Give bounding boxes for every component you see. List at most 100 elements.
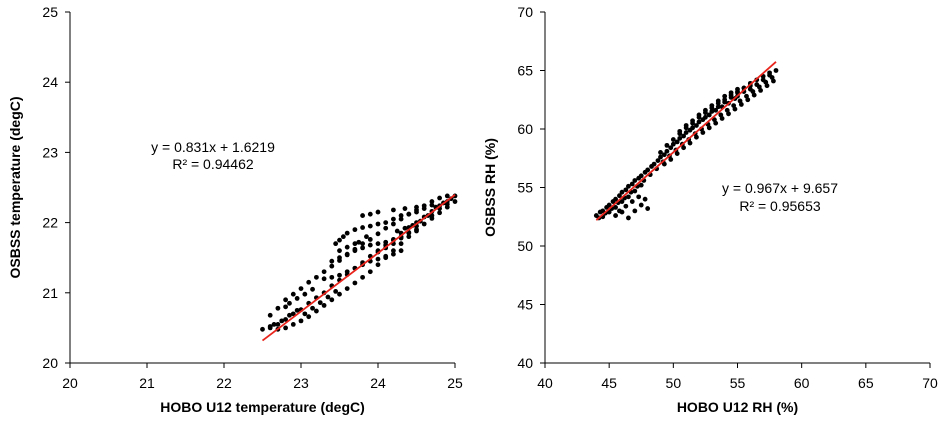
data-point (279, 318, 285, 324)
data-point (626, 194, 631, 200)
data-point (383, 225, 389, 231)
data-point (421, 206, 427, 211)
data-point (360, 213, 365, 218)
data-point (290, 321, 296, 327)
data-point (367, 242, 373, 248)
x-tick-label: 45 (601, 375, 617, 391)
temperature-scatter-chart: 20 21 22 23 24 25 20 21 22 23 24 25 HOBO U12 tempera… (7, 4, 463, 415)
data-point (452, 199, 458, 204)
data-point (444, 201, 450, 207)
data-point (617, 193, 622, 199)
y-axis-title: OSBSS temperature (degC) (7, 96, 23, 278)
data-point (329, 274, 335, 280)
data-point (352, 248, 358, 254)
data-point (706, 112, 712, 118)
data-point (283, 325, 288, 331)
data-point (298, 318, 304, 324)
y-tick-label: 45 (517, 297, 533, 313)
x-tick-label: 22 (216, 375, 232, 391)
data-point (294, 307, 300, 313)
x-tick-label: 40 (537, 375, 553, 391)
y-tick-label: 65 (517, 63, 533, 79)
data-point (632, 178, 638, 183)
data-point (302, 311, 308, 317)
data-point (715, 98, 721, 104)
data-point (414, 204, 419, 210)
data-point (683, 130, 689, 135)
data-point (645, 206, 651, 211)
data-point (613, 204, 618, 210)
data-point (713, 107, 719, 113)
data-point (745, 97, 751, 103)
data-point (375, 221, 381, 227)
data-point (294, 296, 300, 301)
data-point (709, 103, 715, 108)
data-point (367, 269, 373, 275)
data-point (383, 253, 389, 259)
data-point (722, 97, 728, 103)
y-tick-label: 25 (42, 4, 58, 20)
data-point (747, 86, 753, 92)
trendline-equation: y = 0.967x + 9.657 (722, 180, 838, 196)
data-point (283, 304, 288, 310)
data-point (367, 237, 373, 242)
data-point (610, 199, 616, 204)
data-point (398, 248, 404, 254)
data-point (700, 117, 706, 123)
data-point (690, 118, 695, 124)
data-point (632, 208, 638, 214)
data-point (402, 225, 408, 231)
data-point (314, 308, 319, 314)
data-point (267, 312, 273, 318)
data-point (735, 86, 740, 92)
data-point (619, 209, 625, 215)
data-point (325, 294, 331, 300)
data-point (636, 194, 642, 200)
data-point (429, 213, 435, 218)
data-point (364, 234, 369, 240)
data-point (687, 140, 693, 146)
y-tick-label: 23 (42, 144, 58, 160)
data-point (726, 111, 731, 117)
data-point (271, 321, 277, 327)
y-tick-label: 40 (517, 355, 533, 371)
data-point (306, 279, 312, 285)
rh-scatter-chart: 40 45 50 55 60 65 70 40 45 50 55 60 65 70 HOBO U12 RH … (482, 4, 938, 415)
data-point (344, 230, 350, 236)
data-point (310, 305, 315, 311)
x-axis-title: HOBO U12 temperature (degC) (160, 399, 365, 415)
data-point (310, 286, 315, 292)
r-squared-label: R² = 0.95653 (739, 198, 821, 214)
data-point (317, 300, 323, 306)
data-point (287, 300, 292, 306)
data-point (321, 303, 327, 308)
data-point (394, 228, 400, 234)
data-point (375, 262, 381, 268)
data-point (709, 109, 715, 114)
data-point (738, 102, 744, 107)
data-point (306, 314, 312, 320)
data-point (722, 93, 728, 99)
data-point (329, 258, 335, 264)
data-point (406, 234, 412, 240)
data-point (670, 141, 676, 147)
data-point (767, 72, 772, 78)
data-point (696, 119, 702, 125)
y-tick-label: 20 (42, 355, 58, 371)
data-point (352, 280, 358, 286)
data-point (352, 241, 358, 247)
data-point (398, 216, 404, 222)
x-tick-label: 70 (922, 375, 938, 391)
data-point (302, 291, 308, 297)
data-point (414, 209, 419, 215)
x-tick-label: 50 (666, 375, 682, 391)
y-tick-label: 70 (517, 4, 533, 20)
data-point (629, 181, 635, 187)
data-point (437, 210, 442, 216)
trendline (595, 61, 777, 221)
data-point (437, 195, 442, 201)
data-point (696, 112, 702, 118)
data-point (597, 209, 603, 215)
data-point (668, 145, 674, 151)
